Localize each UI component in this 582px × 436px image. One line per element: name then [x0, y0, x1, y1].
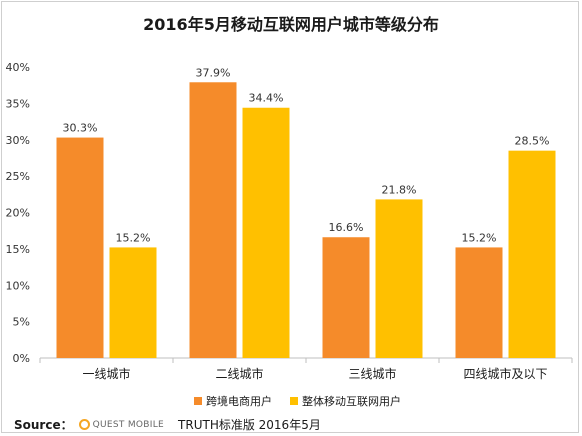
y-tick-label: 0% — [13, 352, 30, 365]
legend-label: 整体移动互联网用户 — [302, 394, 401, 408]
bar — [455, 247, 503, 358]
chart-title: 2016年5月移动互联网用户城市等级分布 — [143, 15, 439, 34]
bar — [242, 107, 290, 359]
data-label: 37.9% — [196, 66, 231, 79]
source-text: TRUTH标准版 2016年5月 — [178, 418, 321, 432]
bar — [375, 199, 423, 358]
source-label: Source： — [14, 418, 73, 432]
x-tick-label: 三线城市 — [348, 366, 396, 381]
data-label: 15.2% — [116, 231, 151, 244]
data-label: 28.5% — [515, 135, 550, 148]
y-tick-label: 20% — [6, 207, 30, 220]
questmobile-logo: QUEST MOBILE — [78, 419, 165, 430]
legend-label: 跨境电商用户 — [206, 394, 272, 408]
data-label: 30.3% — [63, 122, 98, 135]
questmobile-logo-icon — [78, 419, 90, 430]
legend-swatch — [194, 397, 202, 405]
source-line: Source： QUEST MOBILE TRUTH标准版 2016年5月 — [14, 416, 321, 433]
y-tick-label: 15% — [6, 243, 30, 256]
data-label: 16.6% — [329, 221, 364, 234]
x-tick-label: 一线城市 — [82, 366, 130, 381]
bar — [109, 247, 157, 358]
x-tick-label: 二线城市 — [215, 366, 263, 381]
y-tick-label: 25% — [6, 170, 30, 183]
logo-text: QUEST MOBILE — [92, 419, 165, 430]
legend-swatch — [290, 397, 298, 405]
data-label: 15.2% — [462, 231, 497, 244]
y-tick-label: 35% — [6, 97, 30, 110]
bar — [189, 82, 237, 358]
y-tick-label: 40% — [6, 61, 30, 74]
x-tick-label: 四线城市及以下 — [463, 366, 547, 381]
data-label: 21.8% — [382, 183, 417, 196]
y-tick-label: 5% — [13, 316, 30, 329]
bar — [56, 137, 104, 358]
y-tick-label: 30% — [6, 134, 30, 147]
y-tick-label: 10% — [6, 279, 30, 292]
data-label: 34.4% — [249, 92, 284, 105]
bar — [508, 150, 556, 358]
bar — [322, 237, 370, 358]
